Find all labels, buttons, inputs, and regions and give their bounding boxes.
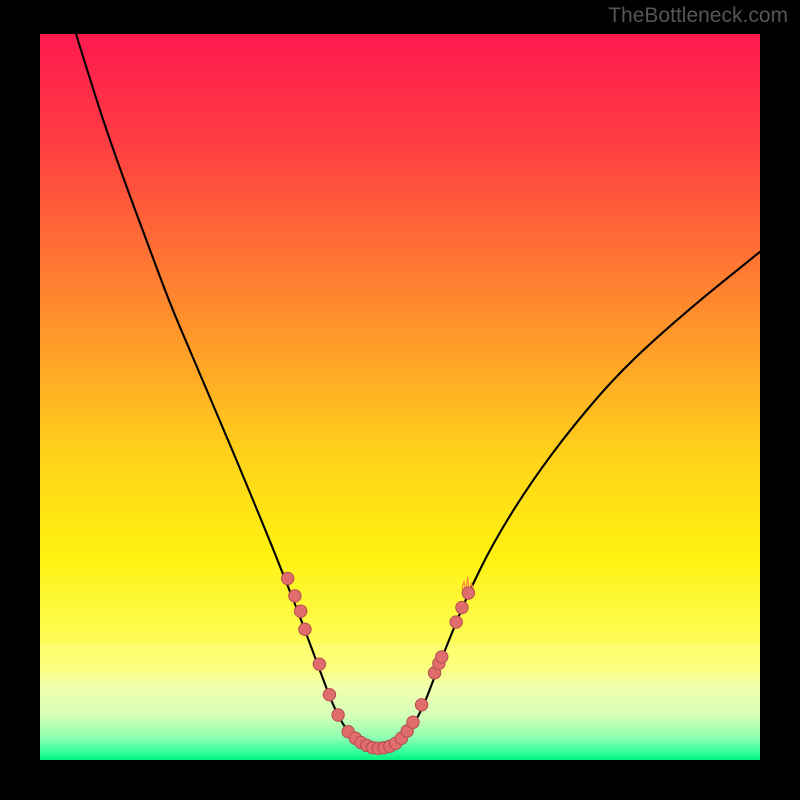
watermark-text: TheBottleneck.com [608,4,788,28]
bottleneck-chart-root: TheBottleneck.com [0,0,800,800]
plot-area [40,34,760,760]
chart-svg [40,34,760,760]
